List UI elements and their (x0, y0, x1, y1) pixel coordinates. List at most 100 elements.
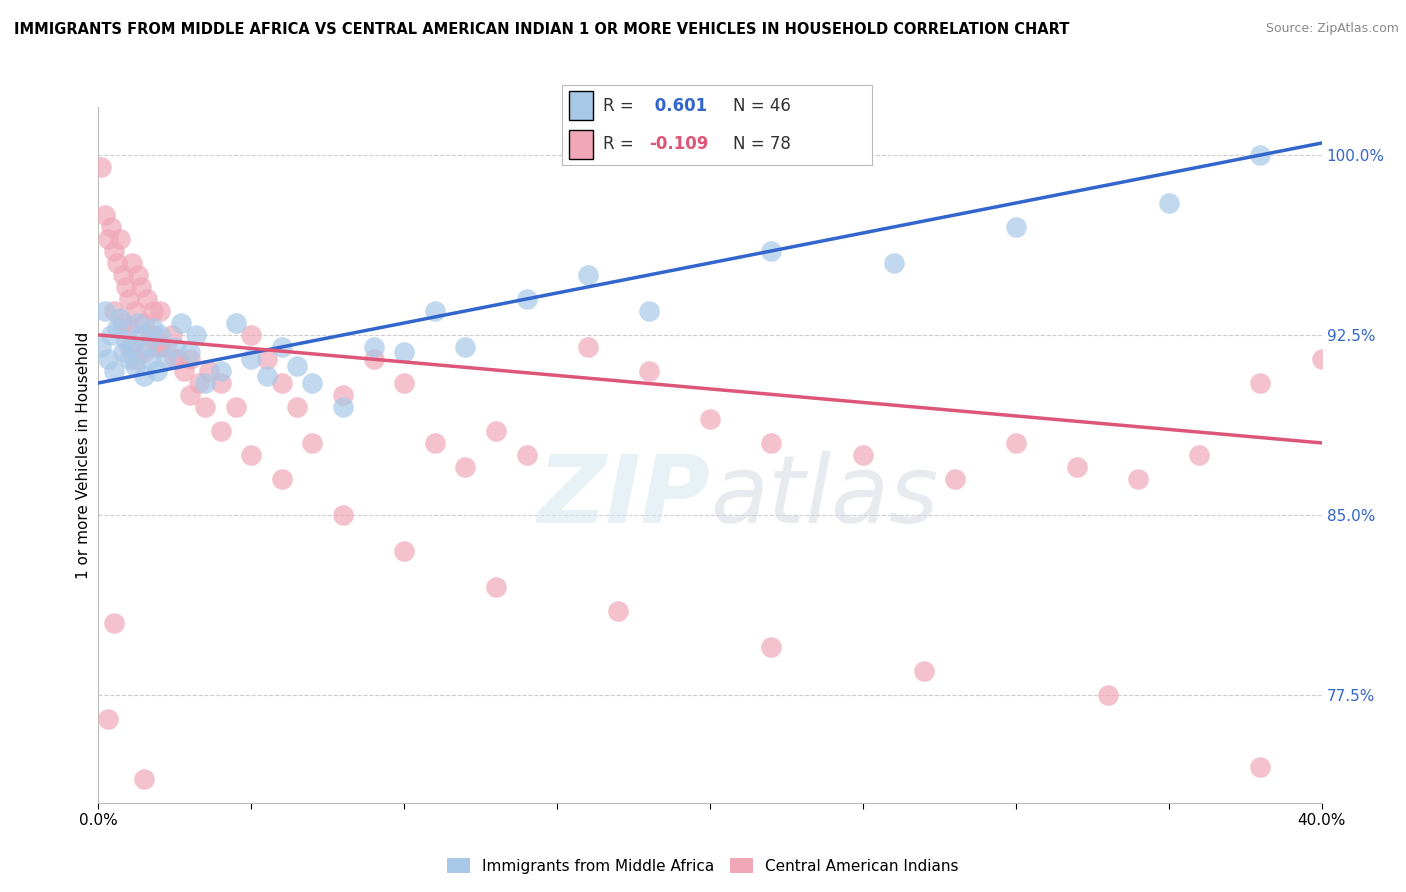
Point (270, 376, 292, 390)
Point (170, 316, 193, 330)
Point (332, 388, 354, 402)
Point (1004, 436, 1026, 450)
Point (1249, 148, 1271, 162)
Point (134, 316, 156, 330)
Point (124, 351, 146, 366)
Point (103, 364, 125, 378)
Point (108, 311, 131, 326)
Point (179, 388, 201, 402)
Point (142, 328, 165, 343)
Point (759, 244, 782, 258)
Point (179, 351, 201, 366)
Point (759, 436, 782, 450)
Point (194, 376, 217, 390)
Point (209, 364, 232, 378)
Point (100, 219, 122, 234)
Point (883, 256, 905, 270)
Point (285, 359, 308, 373)
Point (127, 268, 149, 282)
Point (97, 712, 120, 726)
Point (142, 304, 165, 318)
Point (285, 400, 308, 414)
Point (127, 316, 149, 330)
Point (121, 256, 143, 270)
Point (149, 304, 172, 318)
Point (1157, 196, 1180, 211)
Point (124, 359, 146, 373)
Point (118, 340, 141, 354)
Point (149, 328, 172, 343)
Point (118, 351, 141, 366)
Point (1188, 448, 1211, 462)
Point (155, 340, 177, 354)
Point (105, 256, 128, 270)
Point (852, 448, 875, 462)
Legend: Immigrants from Middle Africa, Central American Indians: Immigrants from Middle Africa, Central A… (441, 852, 965, 880)
Point (142, 320, 165, 334)
Point (332, 400, 354, 414)
Point (124, 304, 146, 318)
Point (173, 364, 195, 378)
Text: R =: R = (603, 136, 638, 153)
Point (240, 448, 263, 462)
Text: R =: R = (603, 96, 638, 114)
Point (136, 340, 159, 354)
Point (134, 344, 156, 359)
Point (423, 304, 446, 318)
Point (111, 316, 134, 330)
Text: N = 78: N = 78 (733, 136, 790, 153)
Point (93, 304, 115, 318)
Point (134, 368, 156, 383)
Point (392, 544, 416, 558)
Point (485, 580, 508, 594)
Point (1249, 760, 1271, 774)
Point (103, 615, 125, 630)
Point (186, 328, 208, 343)
Point (423, 436, 446, 450)
Point (93, 208, 115, 222)
Point (118, 292, 141, 306)
Point (516, 292, 538, 306)
Point (1004, 219, 1026, 234)
Point (97, 232, 120, 246)
Point (1128, 472, 1150, 486)
Point (108, 232, 131, 246)
Point (194, 400, 217, 414)
Point (145, 364, 167, 378)
Point (97, 351, 120, 366)
Point (139, 351, 162, 366)
Text: IMMIGRANTS FROM MIDDLE AFRICA VS CENTRAL AMERICAN INDIAN 1 OR MORE VEHICLES IN H: IMMIGRANTS FROM MIDDLE AFRICA VS CENTRAL… (14, 22, 1070, 37)
Point (129, 328, 152, 343)
Point (392, 344, 416, 359)
Point (115, 333, 138, 347)
Point (111, 344, 134, 359)
Point (145, 340, 167, 354)
Point (167, 351, 190, 366)
FancyBboxPatch shape (568, 129, 593, 159)
Point (225, 316, 247, 330)
Point (105, 320, 128, 334)
Point (759, 640, 782, 654)
Point (188, 376, 211, 390)
Text: -0.109: -0.109 (650, 136, 709, 153)
Point (1066, 459, 1088, 474)
Point (699, 412, 721, 426)
Point (912, 664, 935, 678)
Point (90, 160, 112, 174)
Point (225, 400, 247, 414)
Point (576, 340, 599, 354)
Point (637, 304, 661, 318)
Point (454, 340, 477, 354)
Point (155, 351, 177, 366)
Point (160, 328, 183, 343)
Y-axis label: 1 or more Vehicles in Household: 1 or more Vehicles in Household (76, 331, 91, 579)
Point (332, 508, 354, 522)
Point (103, 244, 125, 258)
Point (270, 340, 292, 354)
Point (103, 304, 125, 318)
Text: Source: ZipAtlas.com: Source: ZipAtlas.com (1265, 22, 1399, 36)
FancyBboxPatch shape (568, 91, 593, 120)
Point (301, 376, 323, 390)
Point (134, 772, 156, 786)
Point (576, 268, 599, 282)
